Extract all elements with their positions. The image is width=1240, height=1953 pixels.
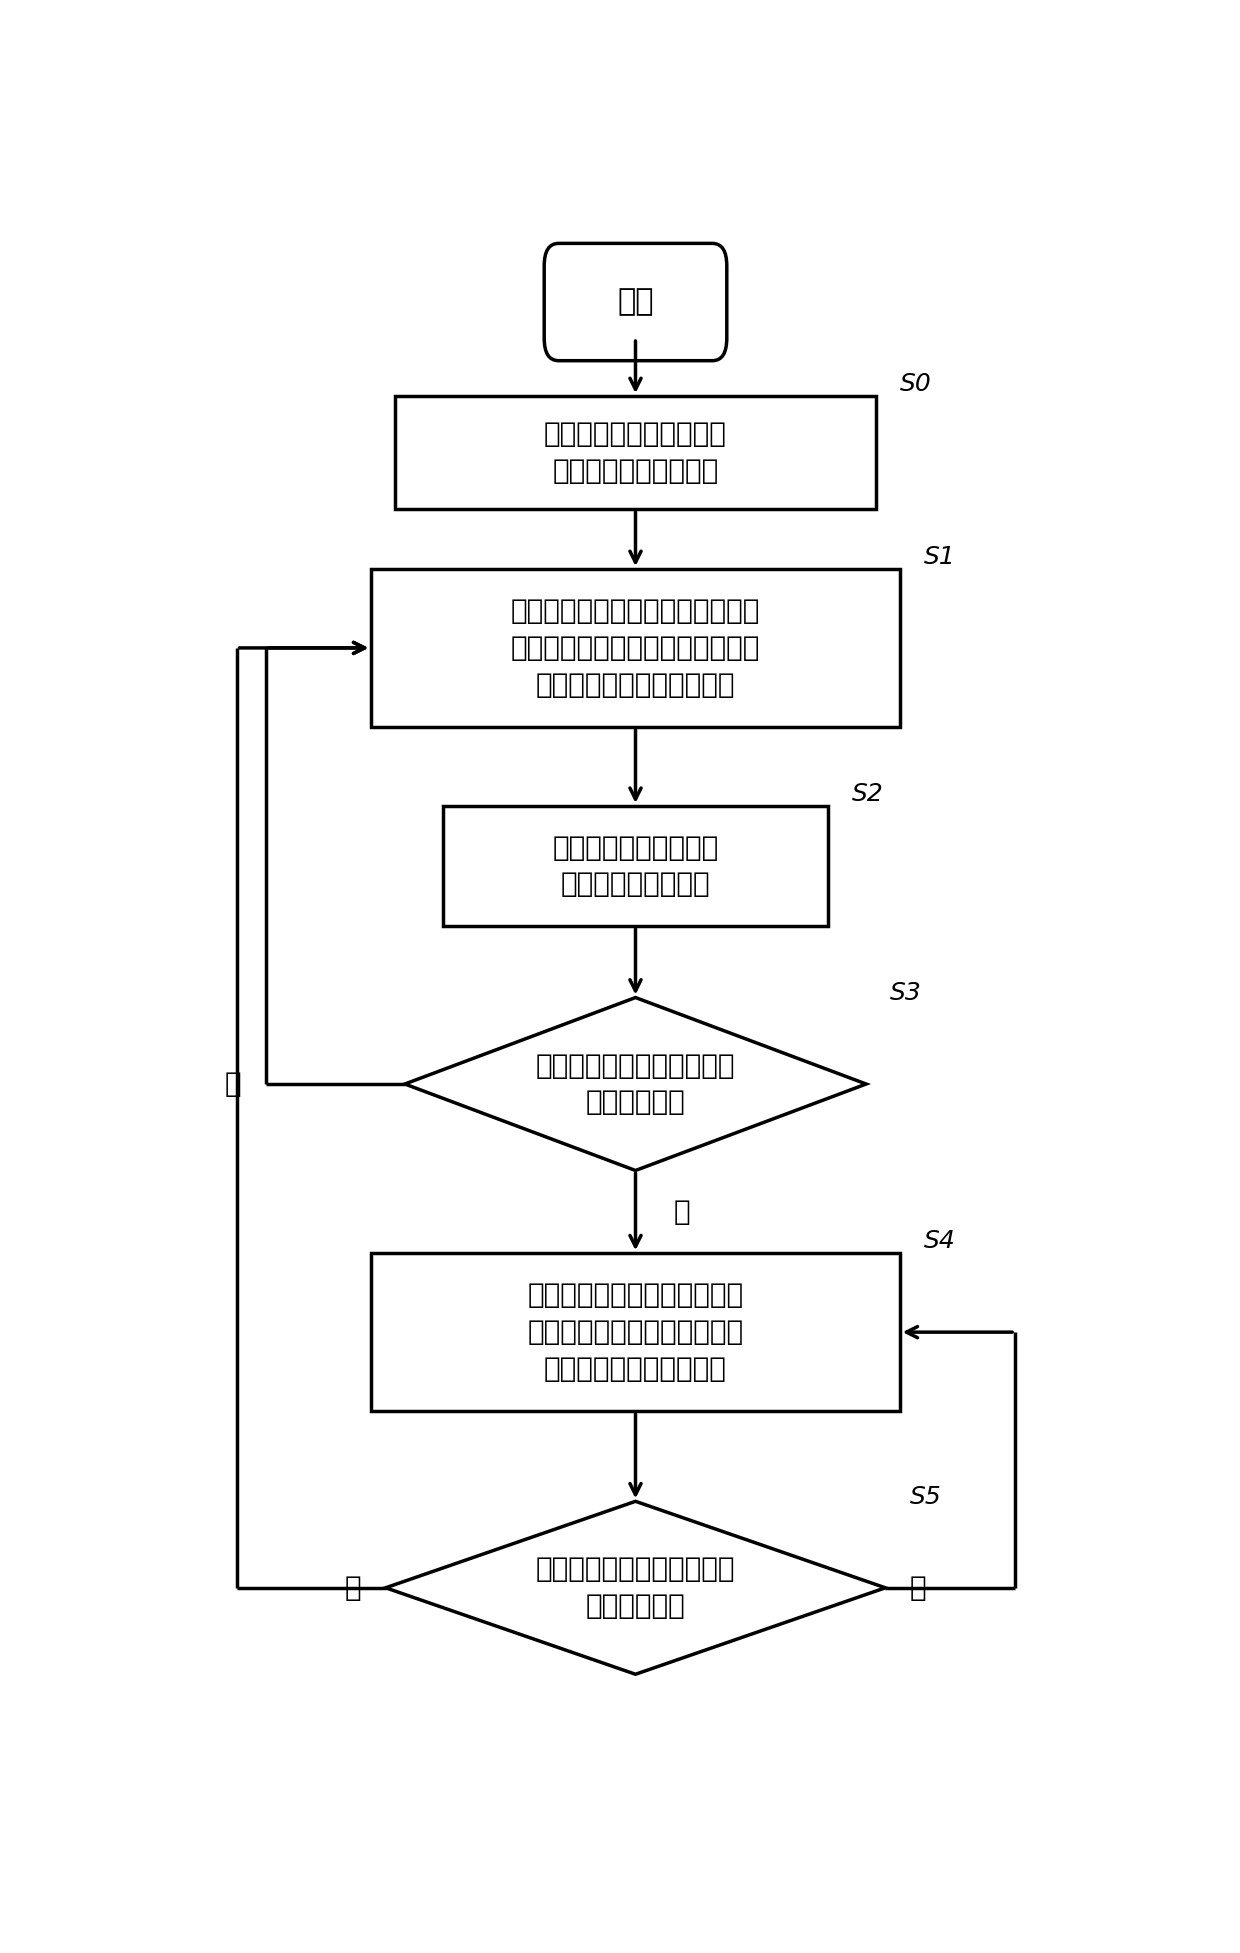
Text: S3: S3 <box>890 980 921 1006</box>
Text: 打开测量气路，关闭回充气路，并
打开与电气设备相连的通气气路，
以供气体样本进入测量气路: 打开测量气路，关闭回充气路，并 打开与电气设备相连的通气气路， 以供气体样本进入… <box>511 598 760 699</box>
Bar <box>396 396 875 510</box>
Polygon shape <box>404 998 866 1170</box>
Text: 是: 是 <box>675 1197 691 1226</box>
Polygon shape <box>386 1502 885 1674</box>
Text: 储气罐中气体样本的含量＞
第一预设阈値: 储气罐中气体样本的含量＞ 第一预设阈値 <box>536 1051 735 1117</box>
Text: S1: S1 <box>924 545 956 568</box>
Text: S5: S5 <box>909 1484 941 1510</box>
Text: 储气罐中气体样本的含量＜
第二预设阈値: 储气罐中气体样本的含量＜ 第二预设阈値 <box>536 1555 735 1621</box>
Text: 开始: 开始 <box>618 287 653 316</box>
Text: 是: 是 <box>345 1574 362 1601</box>
Bar <box>444 807 828 926</box>
Text: 检测测量气路内气体样
本中四氟化碳的含量: 检测测量气路内气体样 本中四氟化碳的含量 <box>552 834 719 898</box>
Bar <box>371 1254 900 1412</box>
Text: 关闭测量气路，打开回充气路
，并通过压缩机将储气罐中的
气体样本充回至电气设备: 关闭测量气路，打开回充气路 ，并通过压缩机将储气罐中的 气体样本充回至电气设备 <box>527 1281 744 1383</box>
Text: S4: S4 <box>924 1228 956 1254</box>
Text: S0: S0 <box>900 371 931 396</box>
Bar <box>371 568 900 727</box>
Text: S2: S2 <box>852 781 883 807</box>
Text: 抽尽通气气路、测量气路
以及回充气路中的气体: 抽尽通气气路、测量气路 以及回充气路中的气体 <box>544 420 727 484</box>
Text: 否: 否 <box>909 1574 926 1601</box>
Text: 否: 否 <box>224 1070 242 1098</box>
FancyBboxPatch shape <box>544 244 727 361</box>
